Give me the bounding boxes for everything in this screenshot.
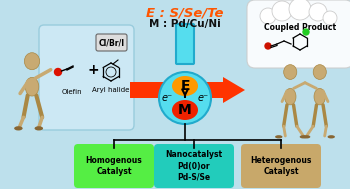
Ellipse shape bbox=[159, 72, 211, 124]
Text: Heterogenous
Catalyst: Heterogenous Catalyst bbox=[250, 156, 312, 176]
Circle shape bbox=[265, 43, 271, 49]
Ellipse shape bbox=[285, 88, 296, 105]
Ellipse shape bbox=[172, 76, 198, 96]
Circle shape bbox=[272, 1, 292, 21]
Ellipse shape bbox=[284, 65, 297, 79]
Ellipse shape bbox=[275, 135, 282, 139]
Text: Aryl halide: Aryl halide bbox=[92, 87, 130, 93]
Text: M: M bbox=[178, 103, 192, 117]
Ellipse shape bbox=[14, 126, 23, 130]
Text: +: + bbox=[87, 63, 99, 77]
Text: Cl/Br/I: Cl/Br/I bbox=[98, 38, 125, 47]
Circle shape bbox=[323, 11, 337, 25]
Ellipse shape bbox=[328, 135, 335, 139]
Circle shape bbox=[260, 8, 276, 24]
FancyBboxPatch shape bbox=[241, 144, 321, 188]
Ellipse shape bbox=[314, 88, 326, 105]
FancyArrow shape bbox=[130, 77, 245, 103]
Text: Olefin: Olefin bbox=[62, 89, 82, 95]
Circle shape bbox=[55, 68, 62, 75]
Text: Homogenous
Catalyst: Homogenous Catalyst bbox=[86, 156, 142, 176]
Text: e⁻: e⁻ bbox=[161, 93, 173, 103]
Circle shape bbox=[289, 0, 311, 20]
Text: E: E bbox=[180, 79, 190, 93]
Ellipse shape bbox=[172, 100, 198, 120]
Ellipse shape bbox=[25, 53, 40, 70]
FancyBboxPatch shape bbox=[96, 34, 127, 51]
Text: Nanocatalyst
Pd(0)or
Pd-S/Se: Nanocatalyst Pd(0)or Pd-S/Se bbox=[166, 150, 223, 182]
FancyBboxPatch shape bbox=[74, 144, 154, 188]
Text: Coupled Product: Coupled Product bbox=[264, 23, 336, 33]
FancyBboxPatch shape bbox=[176, 24, 194, 64]
FancyBboxPatch shape bbox=[154, 144, 234, 188]
FancyBboxPatch shape bbox=[39, 25, 134, 130]
Ellipse shape bbox=[35, 126, 43, 130]
Circle shape bbox=[303, 29, 309, 35]
Text: E : S/Se/Te: E : S/Se/Te bbox=[146, 7, 224, 20]
Text: e⁻: e⁻ bbox=[197, 93, 209, 103]
Ellipse shape bbox=[313, 65, 326, 79]
Ellipse shape bbox=[25, 77, 39, 96]
Text: M : Pd/Cu/Ni: M : Pd/Cu/Ni bbox=[149, 19, 221, 29]
Ellipse shape bbox=[303, 135, 310, 139]
Circle shape bbox=[309, 3, 327, 21]
FancyBboxPatch shape bbox=[247, 0, 350, 68]
Ellipse shape bbox=[300, 135, 307, 139]
